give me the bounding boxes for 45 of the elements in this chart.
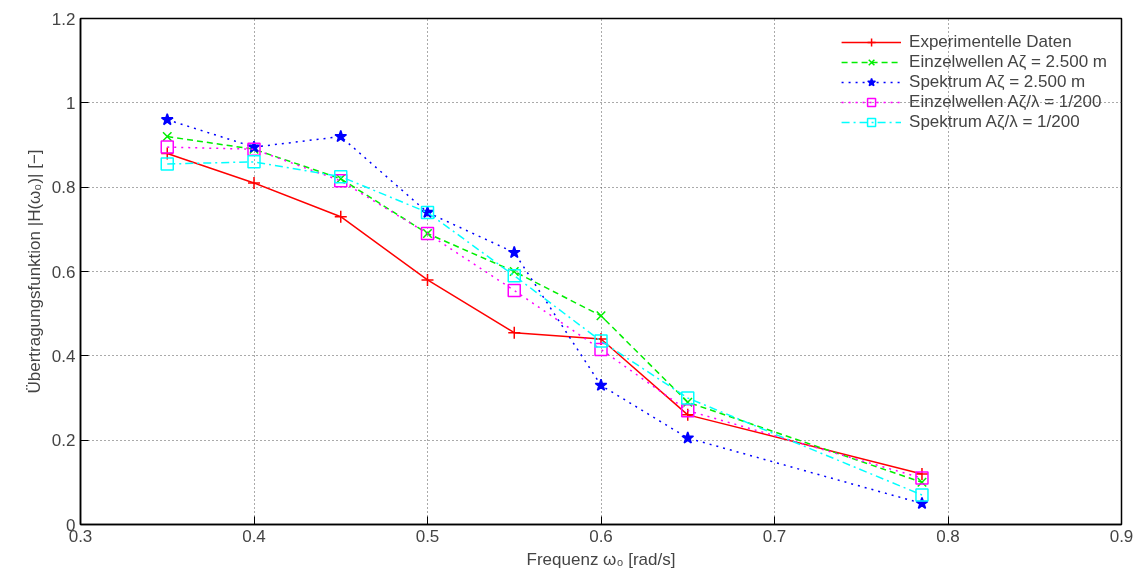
point	[162, 131, 173, 142]
point	[681, 391, 695, 405]
point	[247, 155, 261, 169]
point	[507, 245, 521, 259]
y-tick-label: 1.2	[51, 9, 76, 29]
point	[507, 268, 521, 283]
x-tick-label: 0.7	[762, 526, 787, 546]
x-tick-label: 0.5	[415, 526, 440, 546]
point	[596, 310, 606, 321]
y-tick-label: 0.8	[51, 178, 76, 198]
point	[507, 283, 521, 298]
point	[915, 471, 929, 485]
point	[334, 129, 348, 143]
point	[916, 477, 927, 488]
x-tick-label: 0.4	[242, 526, 266, 546]
point	[160, 157, 174, 171]
legend-label: Spektrum Aζ = 2.500 m	[909, 72, 1086, 92]
point	[594, 342, 608, 357]
point	[681, 431, 695, 444]
y-axis-title: Übertragungsfunktion |H(ω₀)| [−]	[24, 149, 44, 394]
legend-label: Spektrum Aζ/λ = 1/200	[909, 112, 1080, 132]
point	[160, 140, 174, 154]
point	[247, 176, 261, 190]
x-tick-label: 0.6	[589, 526, 613, 546]
legend-label: Einzelwellen Aζ/λ = 1/200	[909, 92, 1102, 112]
point	[915, 467, 929, 481]
point	[915, 488, 929, 502]
x-tick-label: 0.9	[1109, 526, 1134, 546]
point	[160, 112, 174, 126]
legend-label: Einzelwellen Aζ = 2.500 m	[909, 52, 1107, 72]
point	[507, 325, 521, 340]
point	[420, 273, 435, 287]
point	[594, 378, 608, 391]
x-tick-label: 0.8	[936, 526, 960, 546]
y-tick-label: 1	[66, 93, 76, 113]
point	[509, 266, 520, 277]
y-tick-label: 0.6	[51, 262, 76, 282]
legend-label: Experimentelle Daten	[909, 32, 1072, 52]
point	[681, 408, 695, 422]
y-tick-label: 0.2	[51, 431, 76, 451]
y-tick-label: 0.4	[51, 346, 76, 366]
point	[682, 397, 693, 408]
point	[334, 209, 348, 224]
point	[334, 169, 348, 184]
x-axis-title: Frequenz ω₀ [rad/s]	[526, 549, 676, 569]
